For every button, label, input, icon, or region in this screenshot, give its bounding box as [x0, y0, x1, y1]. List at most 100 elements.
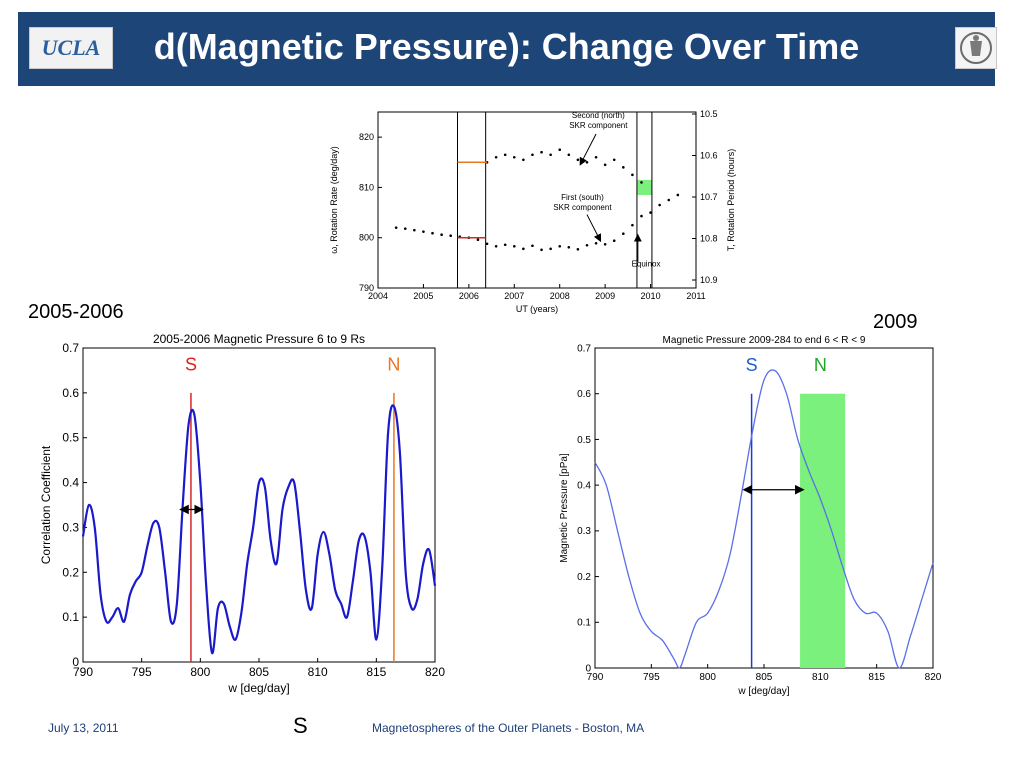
- x-tick-label: 820: [425, 665, 445, 679]
- north-skr-point: [612, 158, 616, 162]
- data-series-line: [81, 404, 437, 655]
- page-title: d(Magnetic Pressure): Change Over Time: [153, 26, 860, 67]
- x-tick-label: 795: [132, 665, 152, 679]
- south-skr-point: [658, 203, 661, 207]
- y-tick-label: 0.4: [577, 480, 591, 491]
- south-skr-point: [522, 247, 525, 251]
- y-tick-label: 0.2: [577, 572, 591, 583]
- south-skr-point: [503, 243, 507, 247]
- chart-title: Magnetic Pressure 2009-284 to end 6 < R …: [663, 335, 866, 346]
- y-tick-label: 0.3: [62, 520, 79, 534]
- annotation-south-line2: SKR component: [553, 203, 612, 212]
- south-skr-point: [594, 241, 598, 245]
- north-skr-point: [549, 153, 552, 157]
- south-skr-point: [649, 211, 652, 214]
- y-tick-label: 0.1: [62, 610, 79, 624]
- y-tick-label: 0.4: [62, 476, 79, 490]
- footer-conference: Magnetospheres of the Outer Planets - Bo…: [372, 721, 645, 735]
- x-axis-label: w [deg/day]: [227, 681, 289, 695]
- x-tick-label: 805: [249, 665, 269, 679]
- south-skr-point: [413, 228, 416, 232]
- south-skr-point: [585, 243, 589, 247]
- x-tick-label: 2006: [459, 291, 479, 301]
- plot-area: [594, 347, 934, 669]
- y-tick-label: 820: [359, 132, 374, 142]
- north-skr-point: [540, 150, 543, 154]
- south-skr-point: [631, 223, 634, 227]
- y2-tick-label: 10.8: [700, 234, 718, 244]
- footer-date: July 13, 2011: [48, 721, 119, 735]
- south-annotation-arrow: [586, 214, 602, 243]
- y2-tick-label: 10.5: [700, 109, 718, 119]
- y-axis-label: Magnetic Pressure [pPa]: [559, 453, 570, 563]
- north-skr-point: [585, 160, 589, 164]
- y-tick-label: 0.7: [62, 341, 79, 355]
- y-tick-label: 810: [359, 182, 374, 192]
- south-skr-point: [476, 238, 480, 242]
- north-skr-point: [512, 155, 516, 159]
- rotation-rate-chart: 2004 2005 2006 2007 2008 2009 2010 2011 790 800 81…: [329, 109, 736, 314]
- north-label: N: [814, 355, 827, 375]
- x-tick-label: 2009: [595, 291, 615, 301]
- south-skr-point: [576, 247, 580, 251]
- south-skr-point: [622, 232, 625, 235]
- plot-area: [377, 111, 697, 289]
- south-skr-point: [449, 234, 452, 238]
- south-skr-point: [512, 244, 516, 248]
- annotation-equinox: Equinox: [632, 259, 661, 268]
- y2-tick-label: 10.7: [700, 192, 718, 202]
- y-tick-label: 800: [359, 233, 374, 243]
- x-tick-label: 810: [812, 672, 829, 683]
- x-tick-label: 2007: [504, 291, 524, 301]
- y-tick-label: 0.1: [577, 618, 591, 629]
- x-tick-label: 815: [868, 672, 885, 683]
- footer-slide-mark: S: [293, 713, 308, 738]
- y-tick-label: 0: [585, 663, 591, 674]
- north-skr-point: [631, 173, 634, 177]
- south-skr-point: [549, 247, 552, 251]
- south-skr-point: [431, 231, 434, 235]
- x-tick-label: 2008: [550, 291, 570, 301]
- north-skr-point: [522, 158, 525, 162]
- south-skr-point: [567, 245, 571, 249]
- annotation-north-line1: Second (north): [572, 111, 625, 120]
- north-skr-point: [622, 166, 625, 169]
- left-period-label: 2005-2006: [28, 301, 124, 323]
- north-label: N: [387, 354, 400, 374]
- x-tick-label: 2010: [641, 291, 661, 301]
- y-axis-label: ω, Rotation Rate (deg/day): [329, 146, 339, 254]
- south-skr-point: [485, 242, 489, 246]
- y2-tick-label: 10.6: [700, 151, 718, 161]
- south-skr-point: [422, 230, 425, 233]
- ucla-logo: UCLA: [29, 27, 113, 69]
- north-annotation-arrow: [579, 133, 597, 166]
- x-tick-label: 790: [587, 672, 604, 683]
- y-tick-label: 0: [72, 655, 79, 669]
- north-skr-point: [567, 153, 571, 157]
- x-axis-label: w [deg/day]: [737, 686, 789, 697]
- south-skr-point: [640, 214, 643, 218]
- x-tick-label: 795: [643, 672, 660, 683]
- south-skr-point: [394, 226, 398, 229]
- x-tick-label: 820: [925, 672, 942, 683]
- north-skr-point: [603, 163, 607, 167]
- south-skr-point: [558, 244, 562, 248]
- south-skr-point: [403, 227, 407, 230]
- equinox-highlight: [636, 179, 652, 195]
- y-tick-label: 0.5: [62, 431, 79, 445]
- north-skr-point: [576, 158, 580, 162]
- north-skr-point: [503, 153, 507, 157]
- south-label: S: [185, 354, 197, 374]
- south-skr-point: [676, 193, 680, 197]
- data-series-line: [594, 369, 934, 669]
- south-skr-point: [531, 244, 534, 248]
- chart-title: 2005-2006 Magnetic Pressure 6 to 9 Rs: [153, 332, 365, 346]
- y2-axis-label: T, Rotation Period (hours): [726, 149, 736, 252]
- y-tick-label: 0.3: [577, 526, 591, 537]
- south-skr-point: [612, 239, 616, 243]
- x-tick-label: 800: [190, 665, 210, 679]
- y-tick-label: 790: [359, 283, 374, 293]
- south-label: S: [746, 355, 758, 375]
- university-seal-icon: [955, 27, 997, 69]
- y2-tick-label: 10.9: [700, 275, 718, 285]
